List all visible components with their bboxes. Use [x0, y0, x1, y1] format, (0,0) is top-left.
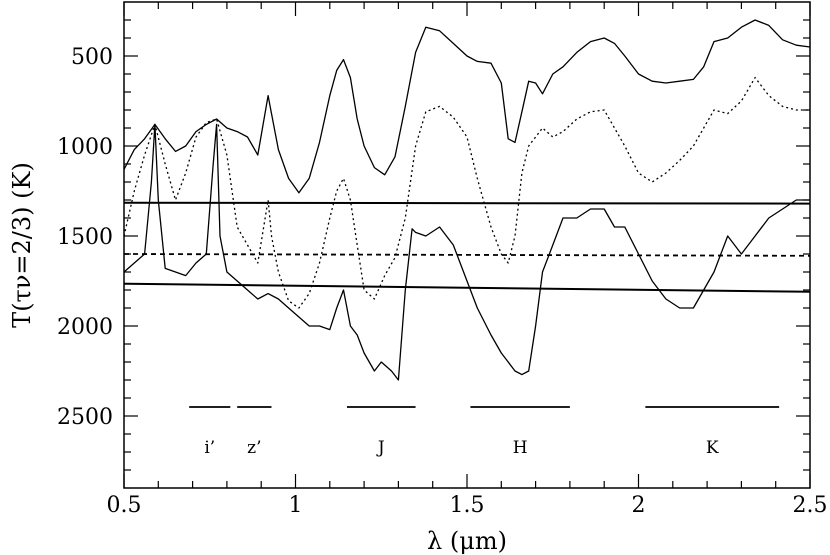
x-tick-label: 2.5 — [793, 493, 828, 518]
band-label: i’ — [204, 438, 215, 458]
x-tick-label: 1.5 — [450, 493, 485, 518]
x-tick-label: 1 — [289, 493, 303, 518]
y-tick-label: 2500 — [57, 405, 113, 430]
band-label: z’ — [247, 438, 261, 458]
tick-labels: 0.5 1 1.5 2 2.5 500 1000 1500 2000 2500 — [57, 45, 828, 518]
series-line-2 — [123, 76, 810, 309]
y-axis-label: T(τν=2/3) (K) — [8, 162, 36, 328]
series-line-5 — [123, 253, 811, 257]
series-line-6 — [123, 282, 811, 293]
y-tick-label: 1000 — [57, 135, 113, 160]
band-label: H — [513, 438, 528, 458]
band-label: J — [376, 438, 385, 458]
series-line-3 — [123, 123, 810, 381]
y-tick-label: 2000 — [57, 315, 113, 340]
y-tick-label: 500 — [71, 45, 113, 70]
axis-ticks — [123, 2, 811, 488]
series-group — [123, 19, 811, 381]
series-line-4 — [123, 201, 811, 205]
x-tick-label: 0.5 — [107, 493, 142, 518]
x-axis-label: λ (μm) — [427, 527, 507, 555]
x-tick-label: 2 — [632, 493, 646, 518]
band-label: K — [706, 438, 719, 458]
plot-frame — [123, 1, 811, 489]
series-line-1 — [123, 19, 811, 194]
band-markers: i’ z’ J H K — [189, 406, 780, 458]
y-tick-label: 1500 — [57, 225, 113, 250]
